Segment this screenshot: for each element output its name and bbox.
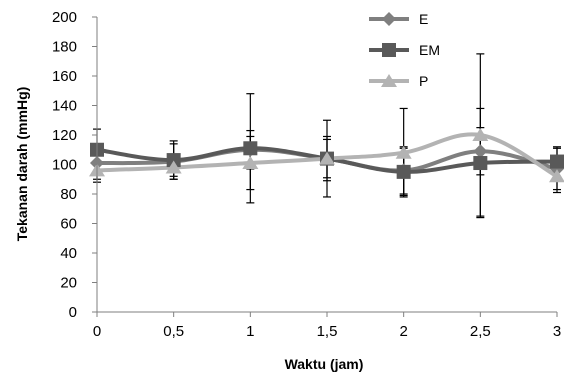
x-axis-title: Waktu (jam) — [285, 356, 364, 372]
data-point-p — [319, 151, 335, 165]
y-tick-label: 120 — [52, 127, 77, 144]
data-point-em — [166, 153, 181, 168]
series-markers — [89, 128, 564, 183]
y-tick-label: 80 — [60, 186, 77, 203]
x-tick-label: 0,5 — [163, 323, 184, 340]
y-tick-label: 40 — [60, 245, 77, 262]
y-tick-label: 140 — [52, 98, 77, 115]
x-tick-label: 2,5 — [470, 323, 491, 340]
data-point-p — [242, 156, 259, 170]
y-tick-label: 20 — [60, 275, 77, 292]
legend-marker-e — [382, 12, 396, 26]
x-tick-label: 0 — [93, 323, 101, 340]
legend-marker-em — [382, 43, 396, 57]
data-point-p — [549, 169, 564, 183]
y-tick-label: 200 — [52, 9, 77, 26]
y-tick-label: 60 — [60, 216, 77, 233]
legend-label-p: P — [419, 73, 428, 89]
x-tick-label: 3 — [553, 323, 561, 340]
data-point-e — [473, 144, 488, 159]
data-point-em — [473, 156, 488, 171]
data-point-em — [550, 154, 564, 169]
y-tick-label: 0 — [69, 304, 77, 321]
ticks: 0 20 40 60 80 100 120 140 160 180 200 0 0,5 1 1,5 2 2,5 3 — [52, 9, 561, 340]
y-tick-label: 180 — [52, 39, 77, 56]
x-tick-label: 1,5 — [317, 323, 338, 340]
legend-label-em: EM — [419, 42, 440, 58]
legend-marker-p — [381, 74, 397, 87]
y-tick-label: 160 — [52, 68, 77, 85]
data-point-p — [395, 145, 412, 159]
x-tick-label: 1 — [246, 323, 254, 340]
data-point-p — [472, 128, 489, 141]
data-point-em — [396, 164, 411, 179]
x-tick-label: 2 — [399, 323, 407, 340]
y-axis-title: Tekanan darah (mmHg) — [14, 87, 30, 242]
y-tick-label: 100 — [52, 157, 77, 174]
legend-label-e: E — [419, 11, 428, 27]
data-point-em — [243, 141, 258, 156]
legend: E EM P — [369, 11, 440, 89]
data-point-p — [165, 160, 182, 174]
